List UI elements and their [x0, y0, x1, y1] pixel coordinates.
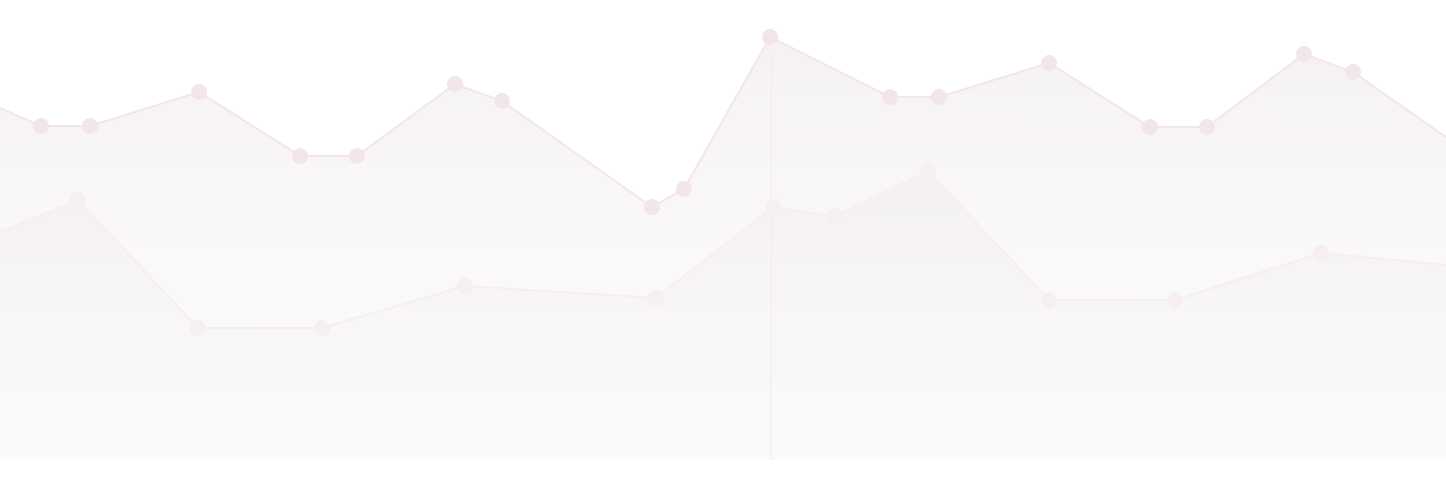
series-1-point-13: [931, 89, 947, 105]
series-1-point-4: [191, 84, 207, 100]
series-1-point-6: [349, 148, 365, 164]
series-2-point-11: [1167, 292, 1183, 308]
series-points: [33, 29, 1361, 336]
series-1-point-2: [33, 118, 49, 134]
series-2-point-6: [648, 290, 664, 306]
series-2-point-8: [827, 208, 843, 224]
series-2-point-10: [1041, 292, 1057, 308]
series-2-point-9: [920, 163, 936, 179]
series-1-point-14: [1041, 55, 1057, 71]
series-2-point-5: [457, 278, 473, 294]
series-1-point-18: [1345, 64, 1361, 80]
series-1-point-11: [762, 29, 778, 45]
series-1-point-7: [447, 76, 463, 92]
series-1-point-15: [1142, 119, 1158, 135]
series-1-point-9: [644, 199, 660, 215]
series-1-point-5: [292, 148, 308, 164]
series-1-point-10: [676, 181, 692, 197]
series-areas: [0, 37, 1446, 460]
series-2-point-12: [1313, 245, 1329, 261]
series-2-point-7: [765, 199, 781, 215]
series-1-point-8: [494, 93, 510, 109]
series-1-point-12: [882, 89, 898, 105]
series-1-point-16: [1199, 119, 1215, 135]
series-1-point-17: [1296, 46, 1312, 62]
series-1-point-3: [82, 118, 98, 134]
series-2-area: [0, 171, 1446, 460]
series-2-point-3: [190, 320, 206, 336]
series-2-point-2: [70, 192, 86, 208]
series-2-point-4: [314, 320, 330, 336]
